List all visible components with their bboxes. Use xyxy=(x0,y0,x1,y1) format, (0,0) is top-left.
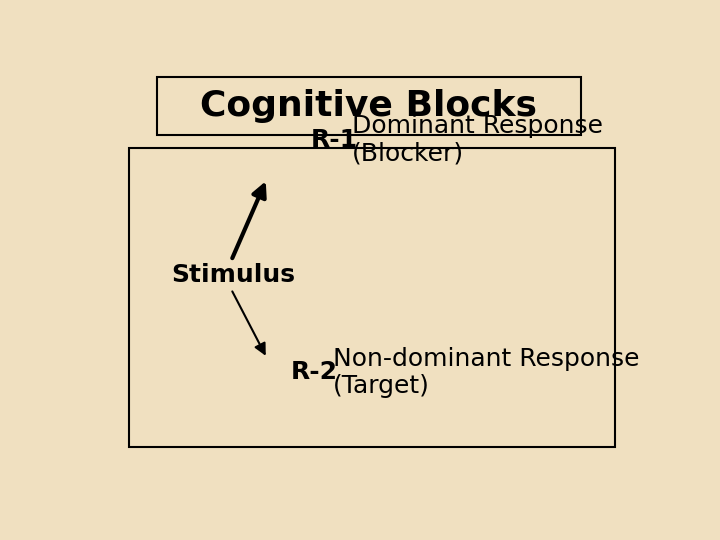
Text: Stimulus: Stimulus xyxy=(171,263,295,287)
Text: R-1: R-1 xyxy=(310,127,358,152)
Text: R-2: R-2 xyxy=(291,361,338,384)
Text: Cognitive Blocks: Cognitive Blocks xyxy=(200,90,538,123)
FancyBboxPatch shape xyxy=(129,148,615,447)
Text: Dominant Response
(Blocker): Dominant Response (Blocker) xyxy=(352,114,603,166)
FancyBboxPatch shape xyxy=(157,77,581,136)
Text: Non-dominant Response
(Target): Non-dominant Response (Target) xyxy=(333,347,639,399)
